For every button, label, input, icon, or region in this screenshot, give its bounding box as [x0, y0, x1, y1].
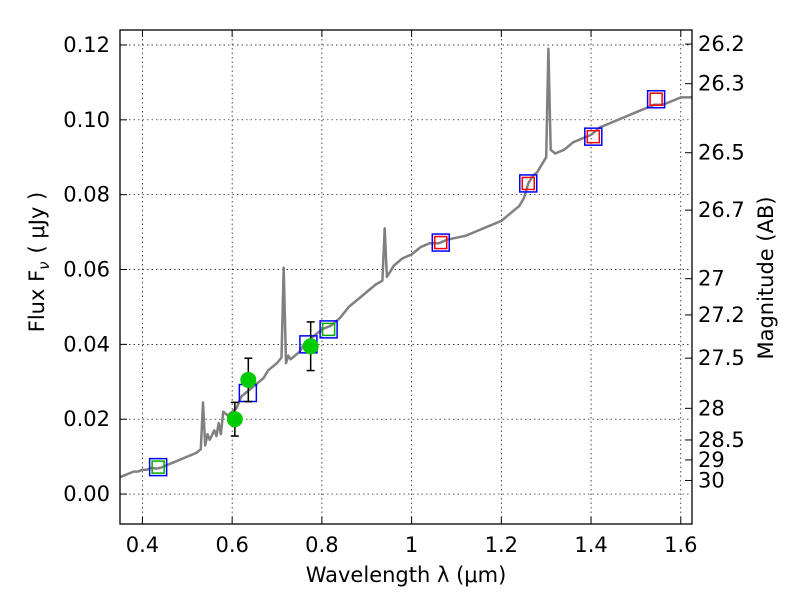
mag-tick-label: 28.5	[698, 428, 745, 452]
x-axis-title: Wavelength λ (μm)	[306, 563, 507, 587]
square-marker	[519, 174, 538, 193]
x-tick-label: 0.4	[126, 533, 159, 557]
square-marker	[649, 92, 663, 106]
plot-frame	[119, 29, 693, 525]
y-tick-label: 0.02	[63, 407, 110, 431]
mag-tick-label: 27	[698, 267, 725, 291]
mag-tick-label: 26.7	[698, 198, 745, 222]
data-point	[226, 411, 243, 428]
x-tick-label: 1	[405, 533, 418, 557]
square-marker	[586, 129, 601, 144]
grid	[120, 30, 692, 524]
mag-tick-label: 26.2	[698, 32, 745, 56]
y-axis-title: Flux Fν ( μJy )	[25, 192, 53, 333]
mag-tick-label: 27.5	[698, 346, 745, 370]
y-axis-title-subscript: ν	[35, 261, 53, 269]
x-tick-label: 0.6	[215, 533, 248, 557]
y-tick-label: 0.08	[63, 183, 110, 207]
y-axis-title-main: Flux F	[25, 270, 49, 332]
square-marker	[319, 320, 338, 339]
x-tick-label: 1.6	[664, 533, 697, 557]
y-tick-label: 0.12	[63, 33, 110, 57]
mag-tick-label: 27.2	[698, 303, 745, 327]
square-marker	[151, 460, 165, 474]
square-marker	[521, 176, 536, 191]
square-marker	[434, 235, 448, 250]
x-tick-label: 1.4	[574, 533, 607, 557]
spectrum-line	[119, 47, 692, 479]
y-axis-title-unit: ( μJy )	[25, 192, 49, 254]
mag-tick-label: 26.5	[698, 141, 745, 165]
x-tick-label: 0.8	[305, 533, 338, 557]
ticks: 0.4 0.6 0.8 1 1.2 1.4 1.6 0.00 0.02 0.04 0.06 0.08 0…	[63, 30, 745, 557]
mag-tick-label: 29	[698, 448, 725, 472]
y-tick-label: 0.04	[63, 332, 110, 356]
y-tick-label: 0.00	[63, 482, 110, 506]
mag-tick-label: 28	[698, 396, 725, 420]
data-layer	[119, 47, 692, 479]
y-tick-label: 0.06	[63, 258, 110, 282]
square-marker	[148, 457, 168, 477]
square-marker	[431, 233, 451, 252]
mag-tick-label: 26.3	[698, 72, 745, 96]
mag-tick-label: 30	[698, 468, 725, 492]
y-tick-label: 0.10	[63, 108, 110, 132]
data-point	[240, 371, 257, 388]
data-point	[302, 338, 319, 355]
square-marker	[646, 89, 666, 109]
secondary-y-axis-title: Magnitude (AB)	[754, 196, 778, 359]
square-marker	[584, 127, 603, 146]
x-tick-label: 1.2	[485, 533, 518, 557]
square-marker	[321, 322, 336, 337]
